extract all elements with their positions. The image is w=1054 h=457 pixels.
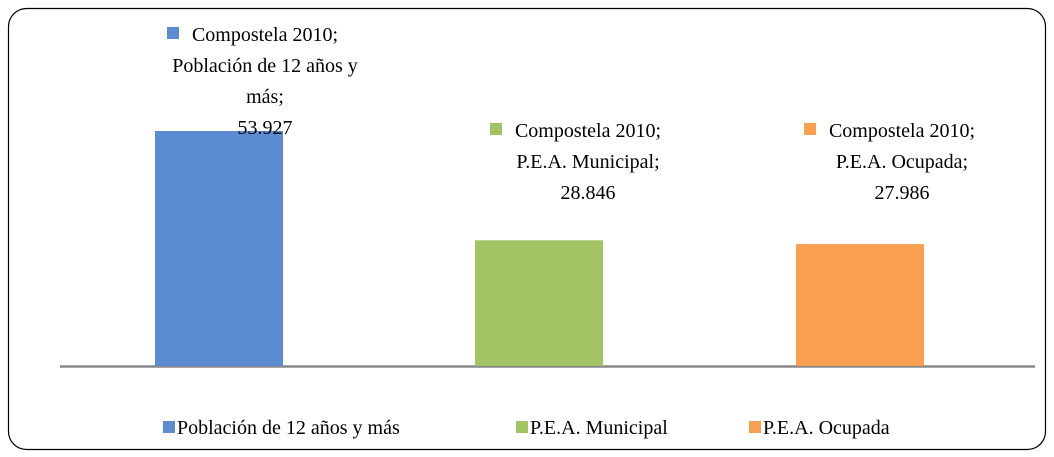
label-value: 53.927 — [237, 117, 293, 139]
label-value: 27.986 — [874, 182, 930, 204]
bar — [796, 244, 924, 366]
legend-label: P.E.A. Municipal — [530, 417, 668, 439]
label-marker — [489, 123, 502, 135]
label-category: Compostela 2010 — [489, 116, 661, 147]
label-series: P.E.A. Municipal — [493, 147, 683, 178]
label-marker — [166, 27, 179, 39]
legend-item: P.E.A. Municipal — [516, 414, 668, 442]
legend-label: P.E.A. Ocupada — [763, 417, 890, 439]
bar — [475, 240, 603, 366]
label-value: 28.846 — [560, 182, 616, 204]
data-label: Compostela 2010P.E.A. Municipal 28.846 — [489, 116, 683, 209]
legend-item: Población de 12 años y más — [163, 414, 400, 442]
data-label: Compostela 2010Población de 12 años y má… — [166, 20, 360, 144]
bar — [155, 131, 283, 366]
label-category: Compostela 2010 — [166, 20, 338, 51]
label-category: Compostela 2010 — [803, 116, 975, 147]
legend-marker — [749, 421, 761, 433]
legend-item: P.E.A. Ocupada — [749, 414, 890, 442]
legend-label: Población de 12 años y más — [177, 417, 400, 439]
label-series: Población de 12 años y más — [170, 51, 360, 113]
data-label: Compostela 2010P.E.A. Ocupada 27.986 — [803, 116, 997, 209]
label-series: P.E.A. Ocupada — [807, 147, 997, 178]
legend-marker — [516, 421, 528, 433]
legend-marker — [163, 421, 175, 433]
label-marker — [803, 123, 816, 135]
